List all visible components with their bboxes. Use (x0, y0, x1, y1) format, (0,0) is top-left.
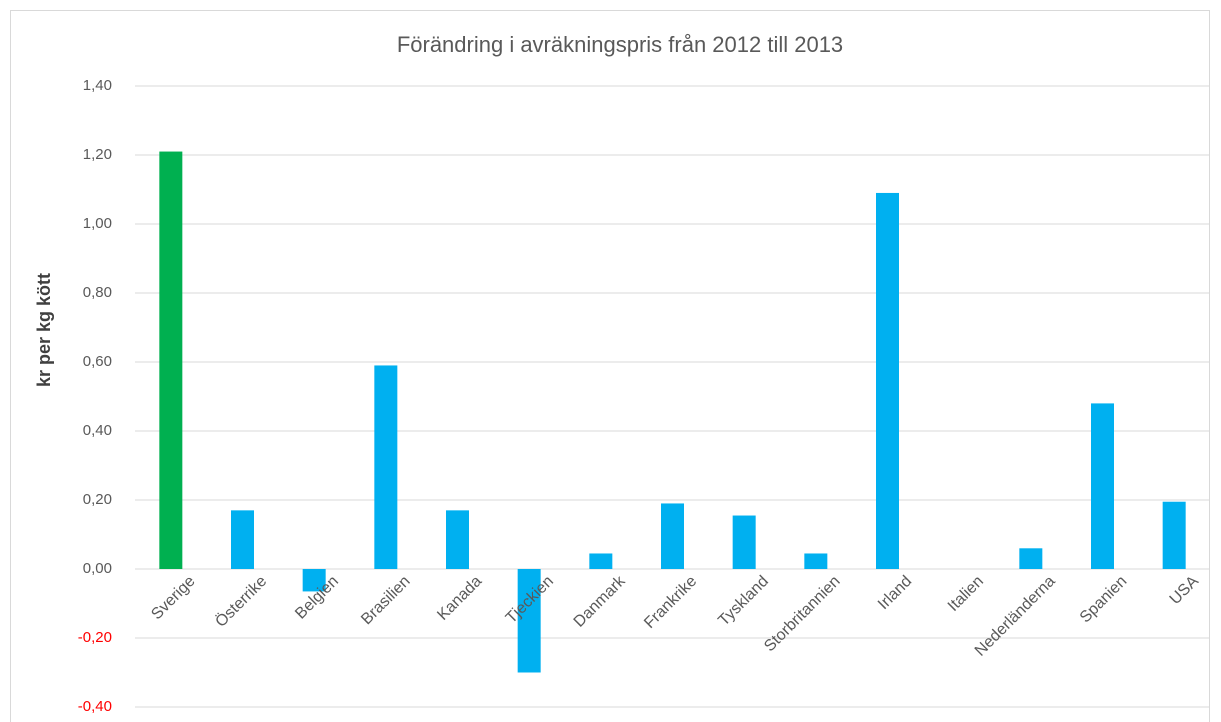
bar (446, 510, 469, 569)
bar (1019, 548, 1043, 569)
y-axis-label: kr per kg kött (34, 273, 54, 387)
bar (374, 365, 398, 569)
bar (732, 515, 756, 569)
y-tick-label: 1,00 (83, 215, 112, 232)
bar (302, 569, 326, 592)
y-tick-label: 0,80 (83, 284, 112, 301)
bar (1091, 403, 1114, 569)
y-tick-label: -0,40 (78, 698, 112, 715)
bar (876, 192, 899, 569)
bar (1162, 501, 1186, 569)
bar (517, 569, 541, 673)
y-tick-label: 1,40 (83, 77, 112, 94)
bar (589, 553, 613, 569)
y-tick-label: 0,20 (83, 491, 112, 508)
y-tick-label: -0,20 (78, 629, 112, 646)
y-tick-label: 0,00 (83, 560, 112, 577)
chart-border (10, 10, 1210, 722)
bar (231, 510, 254, 569)
bar (661, 503, 684, 569)
bar (159, 151, 183, 570)
y-tick-label: 1,20 (83, 146, 112, 163)
y-tick-label: 0,40 (83, 422, 112, 439)
chart-title: Förändring i avräkningspris från 2012 ti… (397, 32, 843, 57)
y-tick-label: 0,60 (83, 353, 112, 370)
bar (804, 553, 828, 569)
